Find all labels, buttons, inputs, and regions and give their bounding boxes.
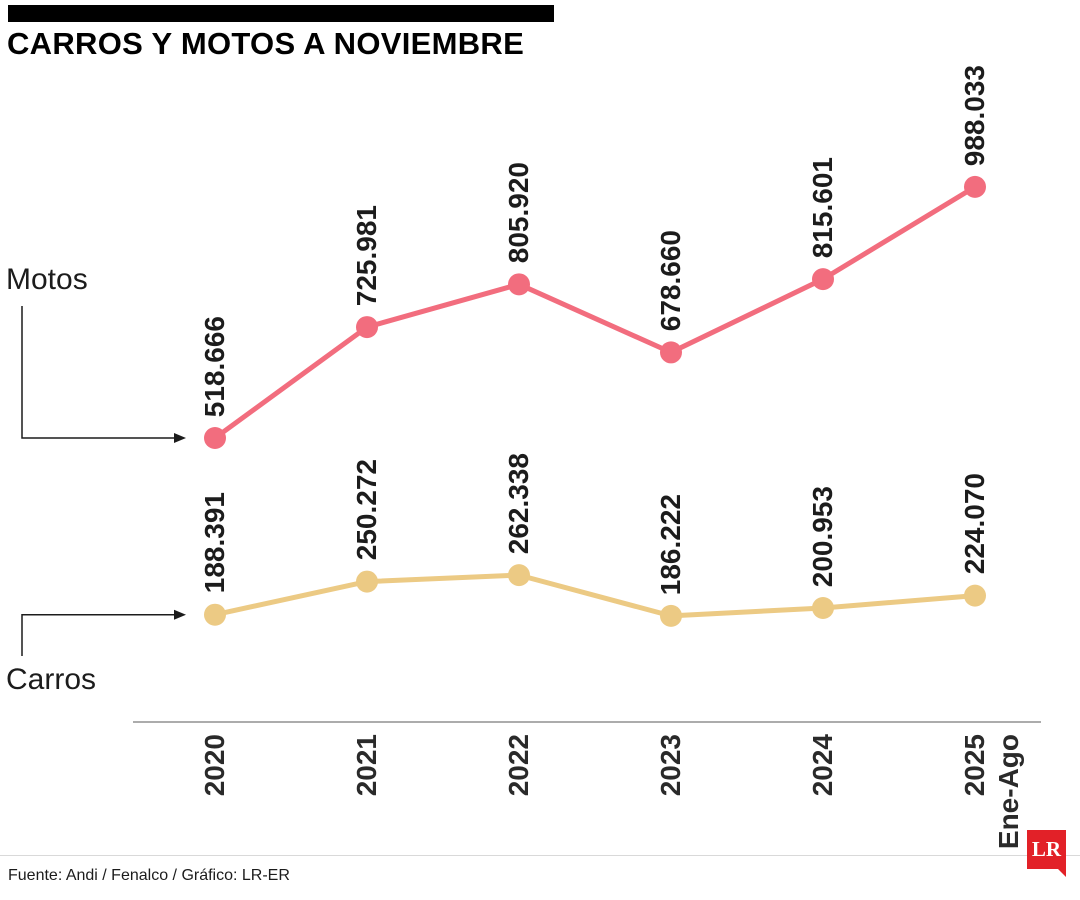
value-label-motos-2023: 678.660 bbox=[655, 230, 686, 332]
lr-logo-text: LR bbox=[1031, 837, 1062, 861]
footer-divider bbox=[0, 855, 1080, 856]
x-axis-label-2020: 2020 bbox=[199, 734, 230, 797]
lr-logo-tail-icon bbox=[1057, 868, 1066, 877]
value-label-carros-2023: 186.222 bbox=[655, 493, 686, 595]
x-axis-label-2021: 2021 bbox=[351, 734, 382, 797]
value-label-carros-2025: 224.070 bbox=[959, 473, 990, 575]
value-label-carros-2024: 200.953 bbox=[807, 485, 838, 587]
x-axis-label-2025: 2025 bbox=[959, 734, 990, 797]
value-label-motos-2025: 988.033 bbox=[959, 64, 990, 166]
value-label-motos-2021: 725.981 bbox=[351, 204, 382, 307]
value-label-motos-2024: 815.601 bbox=[807, 156, 838, 259]
value-label-carros-2020: 188.391 bbox=[199, 492, 230, 594]
chart-title: CARROS Y MOTOS A NOVIEMBRE bbox=[7, 26, 525, 61]
value-label-motos-2022: 805.920 bbox=[503, 162, 534, 264]
value-label-carros-2021: 250.272 bbox=[351, 459, 382, 561]
top-accent-bar bbox=[8, 5, 554, 22]
source-credit: Fuente: Andi / Fenalco / Gráfico: LR-ER bbox=[8, 867, 290, 884]
x-axis-label-2022: 2022 bbox=[503, 734, 534, 797]
value-label-motos-2020: 518.666 bbox=[199, 315, 230, 417]
x-axis-label-2023: 2023 bbox=[655, 734, 686, 797]
x-axis-label-2024: 2024 bbox=[807, 734, 838, 797]
value-label-carros-2022: 262.338 bbox=[503, 452, 534, 555]
x-axis-sublabel-2025: Ene-Ago bbox=[993, 734, 1024, 850]
series-label-carros: Carros bbox=[6, 663, 97, 696]
series-label-motos: Motos bbox=[6, 263, 88, 296]
lr-logo: LR bbox=[1027, 830, 1066, 877]
